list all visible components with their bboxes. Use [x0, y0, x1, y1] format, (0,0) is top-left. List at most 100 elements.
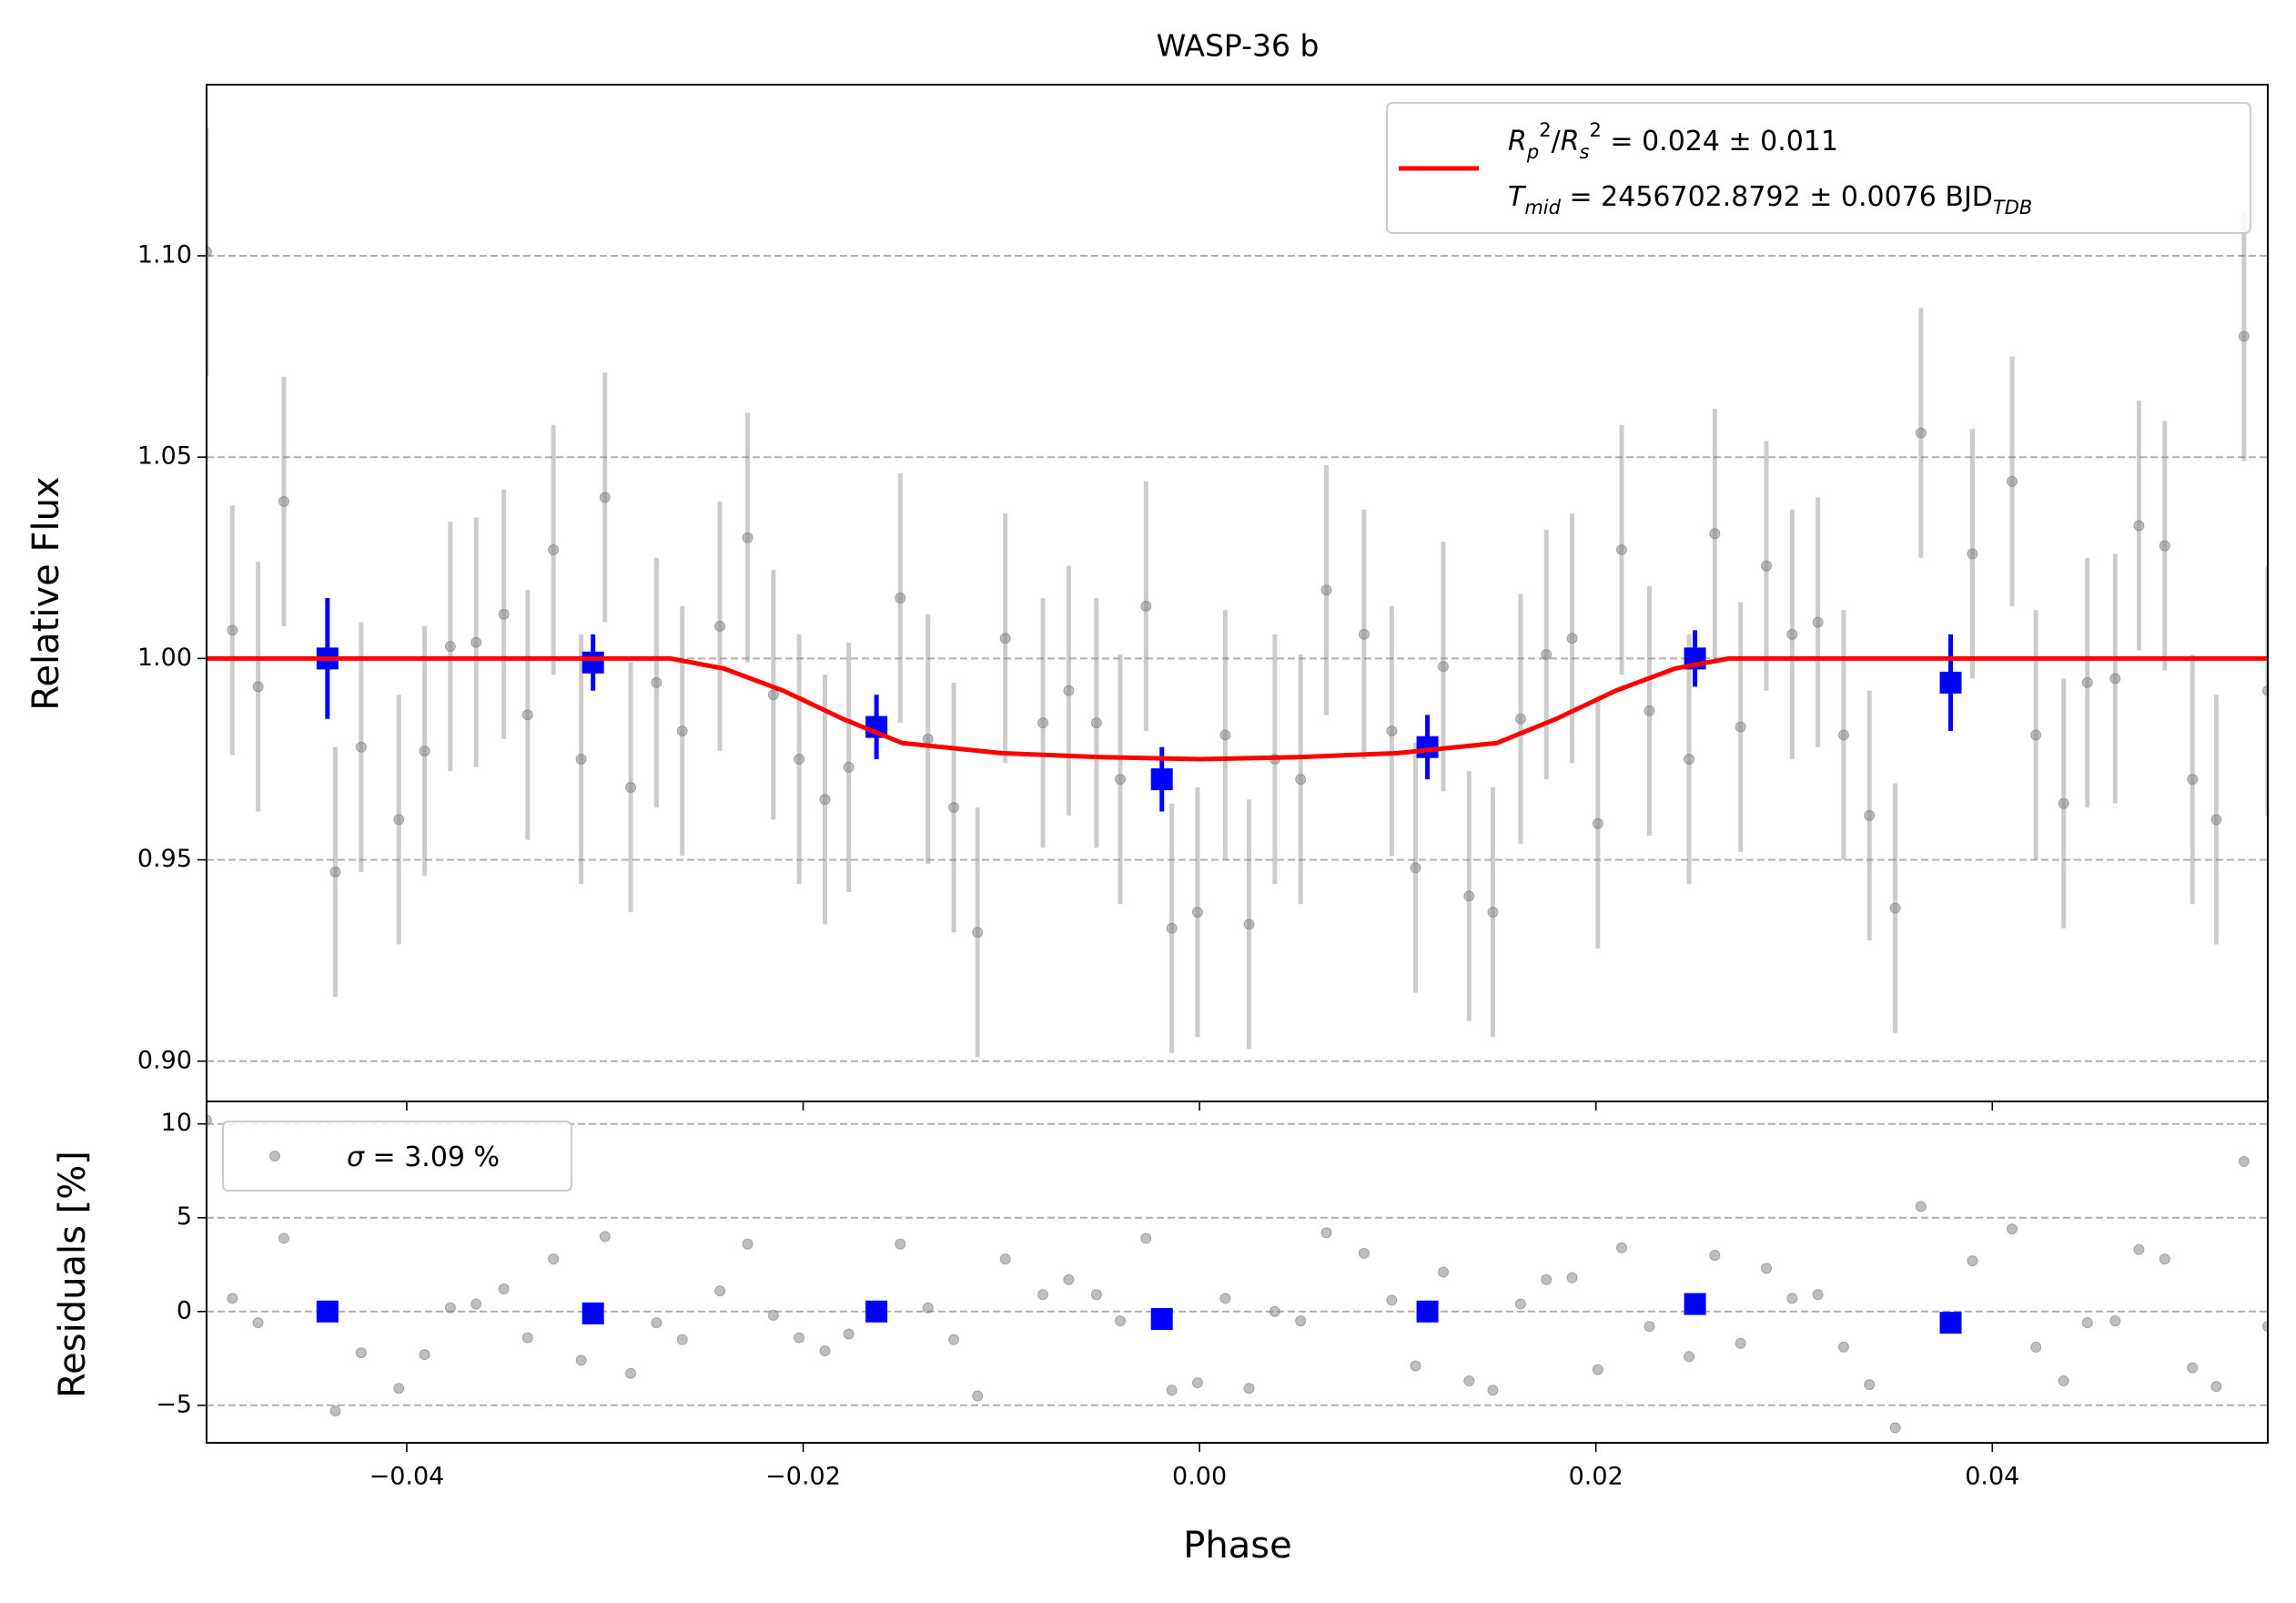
data-point — [625, 781, 637, 793]
data-point — [794, 1332, 805, 1344]
binned-point — [1416, 1300, 1439, 1323]
binned-point — [316, 1300, 339, 1323]
data-point — [651, 1317, 663, 1329]
data-point — [1243, 1383, 1255, 1395]
data-point — [227, 624, 238, 636]
plot-area — [207, 1114, 2268, 1434]
data-point — [252, 681, 264, 693]
data-point — [948, 802, 960, 814]
data-point — [498, 608, 510, 620]
legend-text-part: R — [1508, 126, 1527, 157]
data-point — [548, 1253, 560, 1265]
data-point — [1967, 1255, 1978, 1267]
data-point — [676, 725, 688, 737]
y-tick-label: 1.10 — [137, 241, 192, 269]
legend-label: Rp2/Rs2 = 0.024 ± 0.011 — [1508, 119, 1838, 163]
data-point — [470, 636, 482, 648]
data-point — [1358, 1247, 1370, 1259]
data-point — [444, 1302, 456, 1314]
y-axis-label: Relative Flux — [25, 476, 67, 710]
data-point — [1684, 753, 1695, 765]
data-point — [1166, 1385, 1178, 1396]
data-point — [1864, 809, 1876, 821]
data-point — [922, 1302, 934, 1314]
data-point — [1864, 1379, 1876, 1391]
data-point — [1140, 600, 1152, 612]
x-tick-label: 0.02 — [1569, 1463, 1623, 1491]
data-point — [575, 1354, 587, 1366]
legend-text-part: = 3.09 % — [364, 1141, 500, 1173]
legend-text-part: = 2456702.8792 ± 0.0076 BJD — [1561, 181, 1993, 213]
data-point — [2081, 1317, 2093, 1329]
data-point — [2007, 1223, 2018, 1235]
legend-box — [1386, 102, 2251, 234]
legend-text-part: = 0.024 ± 0.011 — [1602, 126, 1838, 157]
data-point — [2187, 1362, 2199, 1374]
data-point — [444, 641, 456, 653]
data-point — [1812, 616, 1824, 628]
data-point — [2109, 673, 2121, 685]
data-point — [1243, 918, 1255, 930]
data-point — [521, 1332, 533, 1344]
data-point — [1140, 1233, 1152, 1244]
data-point — [651, 676, 663, 688]
data-point — [1115, 774, 1127, 786]
data-point — [355, 741, 367, 753]
data-point — [1592, 1364, 1603, 1375]
legend-swatch — [269, 1151, 280, 1162]
data-point — [1463, 1375, 1475, 1387]
legend-text-part: T — [1508, 181, 1527, 213]
model-line — [207, 655, 2268, 762]
data-point — [1358, 628, 1370, 640]
data-point — [2007, 475, 2018, 487]
data-point — [1616, 543, 1628, 555]
data-point — [393, 1383, 405, 1395]
data-point — [2238, 1155, 2250, 1167]
data-point — [794, 753, 805, 765]
data-point — [1320, 1227, 1332, 1239]
binned-point — [1150, 1308, 1173, 1331]
data-point — [227, 1293, 238, 1304]
data-point — [1644, 1321, 1655, 1333]
data-point — [2133, 520, 2145, 532]
y-axis-label: Residuals [%] — [52, 1151, 94, 1398]
data-point — [2187, 774, 2199, 786]
data-point — [2262, 685, 2268, 696]
axes-frame — [206, 1101, 2269, 1444]
data-point — [393, 814, 405, 826]
data-point — [329, 866, 341, 878]
data-point — [843, 761, 855, 773]
data-point — [1735, 1337, 1746, 1349]
data-point — [895, 593, 906, 604]
data-point — [1889, 902, 1901, 914]
y-tick-label: 0.95 — [137, 845, 192, 873]
data-point — [999, 1253, 1011, 1265]
data-point — [1812, 1289, 1824, 1301]
legend-text-part: p — [1526, 141, 1539, 163]
data-point — [355, 1347, 367, 1359]
data-point — [972, 1390, 984, 1402]
binned-point — [1939, 671, 1962, 694]
data-point — [625, 1367, 637, 1379]
data-point — [1786, 628, 1798, 640]
x-tick-label: −0.02 — [765, 1463, 841, 1491]
data-point — [2058, 797, 2069, 809]
data-point — [1037, 1289, 1049, 1301]
data-point — [1191, 1377, 1203, 1389]
data-point — [1115, 1315, 1127, 1327]
legend-text-part: s — [1580, 141, 1590, 163]
legend-text-part: 2 — [1539, 119, 1551, 141]
data-point — [2133, 1243, 2145, 1255]
data-point — [1709, 1249, 1721, 1261]
data-point — [972, 927, 984, 938]
data-point — [1487, 1385, 1499, 1396]
data-point — [2058, 1375, 2069, 1387]
data-point — [1219, 729, 1231, 741]
legend-label: Tmid = 2456702.8792 ± 0.0076 BJDTDB — [1508, 181, 2032, 219]
data-point — [1616, 1242, 1628, 1253]
data-point — [575, 753, 587, 765]
data-point — [1915, 427, 1927, 439]
data-point — [419, 746, 430, 757]
data-point — [1735, 721, 1746, 733]
